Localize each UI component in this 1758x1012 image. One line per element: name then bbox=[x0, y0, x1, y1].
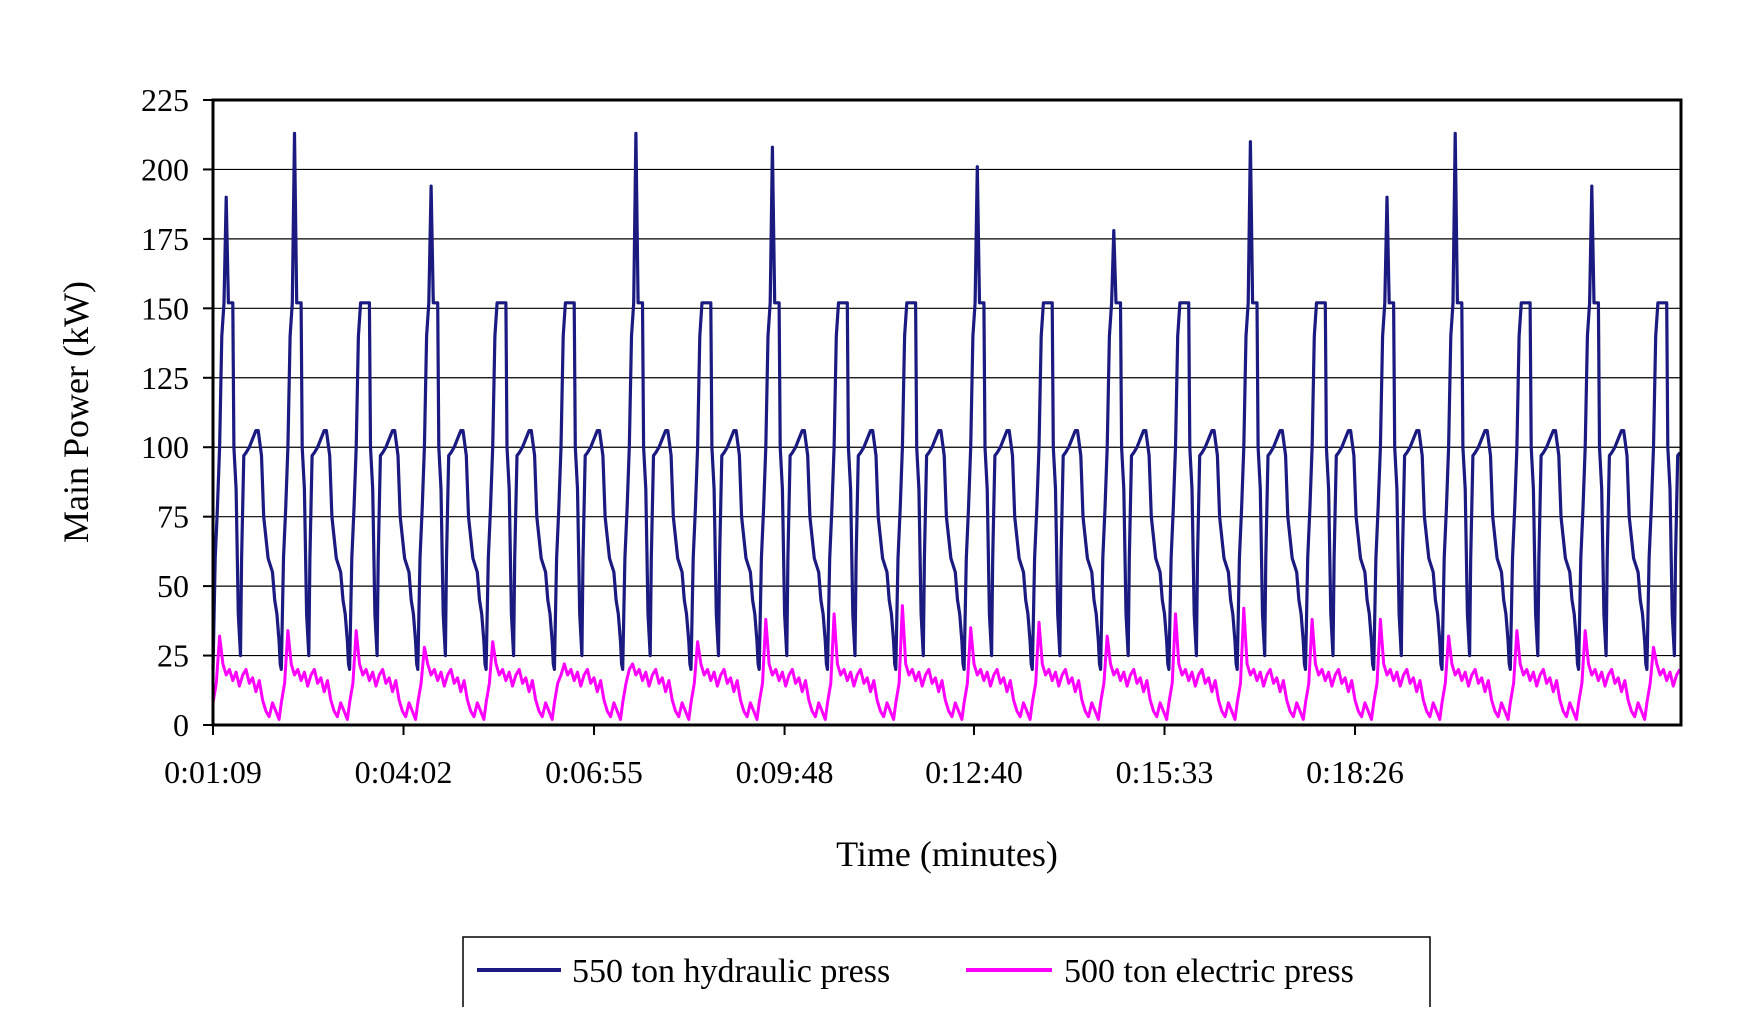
y-tick-label: 75 bbox=[157, 499, 189, 535]
y-axis-ticks: 0 25 50 75 100 125 150 175 200 225 bbox=[141, 82, 213, 743]
x-tick-label: 0:01:09 bbox=[164, 754, 262, 790]
x-axis-title: Time (minutes) bbox=[836, 834, 1058, 874]
x-axis-ticks: 0:01:09 0:04:02 0:06:55 0:09:48 0:12:40 0:15:… bbox=[164, 725, 1404, 790]
legend-label-electric: 500 ton electric press bbox=[1064, 953, 1354, 990]
y-tick-label: 50 bbox=[157, 568, 189, 604]
x-tick-label: 0:04:02 bbox=[355, 754, 453, 790]
y-tick-label: 125 bbox=[141, 360, 189, 396]
y-tick-label: 150 bbox=[141, 290, 189, 326]
series-line-electric bbox=[211, 604, 1682, 721]
y-tick-label: 175 bbox=[141, 221, 189, 257]
y-tick-label: 100 bbox=[141, 429, 189, 465]
x-tick-label: 0:09:48 bbox=[736, 754, 834, 790]
x-tick-label: 0:06:55 bbox=[545, 754, 643, 790]
series-lines bbox=[211, 131, 1682, 721]
y-tick-label: 225 bbox=[141, 82, 189, 118]
y-axis-title: Main Power (kW) bbox=[56, 281, 96, 543]
legend: 550 ton hydraulic press 500 ton electric… bbox=[462, 936, 1431, 1011]
legend-box bbox=[462, 936, 1431, 1011]
plot-area-frame bbox=[211, 98, 1683, 727]
legend-label-hydraulic: 550 ton hydraulic press bbox=[572, 953, 890, 990]
x-tick-label: 0:15:33 bbox=[1116, 754, 1214, 790]
x-tick-label: 0:12:40 bbox=[925, 754, 1023, 790]
y-tick-label: 25 bbox=[157, 638, 189, 674]
y-tick-label: 0 bbox=[173, 707, 189, 743]
y-tick-label: 200 bbox=[141, 151, 189, 187]
series-line-hydraulic bbox=[211, 131, 1682, 672]
x-tick-label: 0:18:26 bbox=[1306, 754, 1404, 790]
